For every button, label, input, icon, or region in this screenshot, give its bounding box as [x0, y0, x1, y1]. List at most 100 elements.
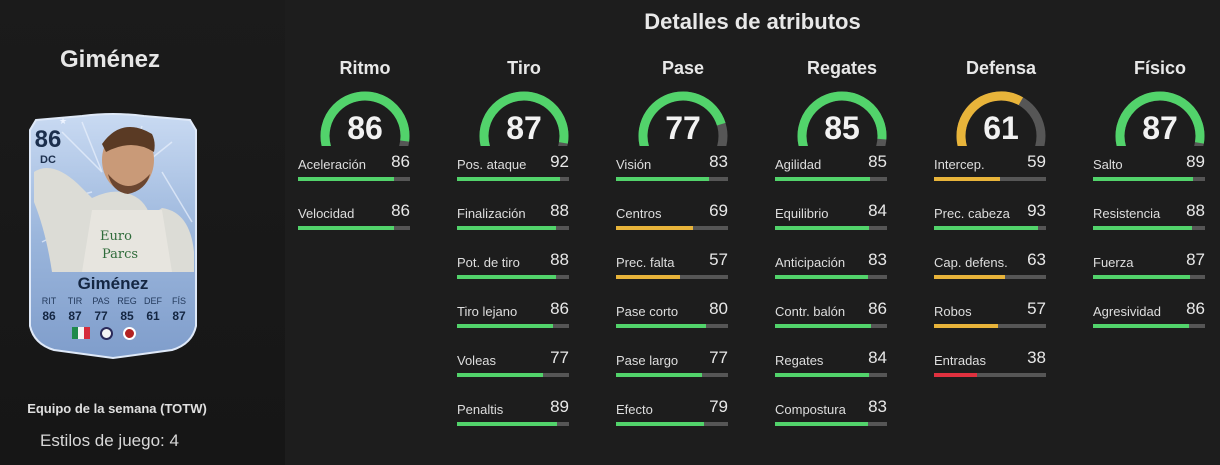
category-gauge: 87	[1110, 86, 1210, 146]
attribute-row: Anticipación 83	[775, 248, 887, 297]
card-stat-labels: RIT TIR PAS REG DEF FÍS	[36, 296, 192, 306]
attribute-value: 80	[709, 299, 728, 318]
gauge-fill	[638, 91, 726, 146]
attribute-value: 63	[1027, 250, 1046, 269]
attribute-row: Finalización 88	[457, 199, 569, 248]
attribute-name: Compostura	[775, 402, 846, 417]
attribute-bar	[1093, 275, 1205, 279]
attribute-bar	[1093, 177, 1205, 181]
attribute-name: Centros	[616, 206, 662, 221]
card-stat-label: TIR	[67, 296, 83, 306]
gauge-arc	[1115, 91, 1205, 146]
attribute-bar	[457, 177, 569, 181]
attribute-list: Agilidad 85 Equilibrio 84 Anticipación 83 Cont…	[767, 150, 917, 444]
player-card[interactable]: Euro Parcs ★ 86 DC Giménez RIT TIR PAS R…	[22, 112, 204, 360]
attribute-row: Pot. de tiro 88	[457, 248, 569, 297]
attribute-bar	[934, 324, 1046, 328]
attribute-value: 57	[709, 250, 728, 269]
category-gauge: 85	[792, 86, 892, 146]
attribute-value: 77	[550, 348, 569, 367]
attribute-row: Centros 69	[616, 199, 728, 248]
attribute-bar-fill	[934, 226, 1039, 230]
attribute-name: Efecto	[616, 402, 653, 417]
attribute-bar-fill	[457, 275, 556, 279]
star-icon: ★	[59, 116, 68, 126]
attribute-row: Regates 84	[775, 346, 887, 395]
attribute-bar	[616, 422, 728, 426]
attribute-bar	[775, 324, 887, 328]
attribute-bar-fill	[457, 324, 554, 328]
attribute-name: Contr. balón	[775, 304, 846, 319]
card-stat-value: 86	[42, 309, 56, 323]
attribute-row: Entradas 38	[934, 346, 1046, 395]
attribute-value: 93	[1027, 201, 1046, 220]
card-stat-value: 61	[146, 309, 160, 323]
attribute-value: 86	[391, 201, 410, 220]
gauge-fill	[797, 91, 887, 146]
attribute-value: 79	[709, 397, 728, 416]
attribute-row: Compostura 83	[775, 395, 887, 444]
category-rating: 87	[506, 110, 542, 146]
attribute-name: Finalización	[457, 206, 526, 221]
attribute-row: Voleas 77	[457, 346, 569, 395]
attribute-name: Regates	[775, 353, 824, 368]
attribute-bar	[298, 177, 410, 181]
attribute-row: Penaltis 89	[457, 395, 569, 444]
attribute-row: Agilidad 85	[775, 150, 887, 199]
attribute-bar-fill	[775, 226, 870, 230]
attribute-bar-fill	[298, 177, 395, 181]
card-stat-value: 87	[172, 309, 186, 323]
attribute-row: Resistencia 88	[1093, 199, 1205, 248]
attribute-bar-fill	[934, 177, 1001, 181]
attribute-value: 88	[550, 250, 569, 269]
attribute-value: 77	[709, 348, 728, 367]
attribute-value: 59	[1027, 152, 1046, 171]
svg-text:Euro: Euro	[100, 229, 132, 244]
card-position: DC	[40, 154, 56, 166]
attribute-bar-fill	[775, 324, 872, 328]
attribute-row: Equilibrio 84	[775, 199, 887, 248]
attribute-name: Prec. cabeza	[934, 206, 1010, 221]
attribute-bar	[934, 177, 1046, 181]
gauge-arc	[956, 91, 1046, 146]
attribute-row: Fuerza 87	[1093, 248, 1205, 297]
attribute-bar-fill	[934, 373, 977, 377]
attribute-name: Equilibrio	[775, 206, 829, 221]
attribute-row: Pase largo 77	[616, 346, 728, 395]
attribute-name: Anticipación	[775, 255, 846, 270]
attribute-name: Velocidad	[298, 206, 355, 221]
attribute-bar-fill	[775, 373, 870, 377]
attribute-bar	[616, 226, 728, 230]
attribute-value: 89	[1186, 152, 1205, 171]
attribute-value: 84	[868, 348, 887, 367]
attribute-bar-fill	[775, 422, 868, 426]
club-badge-icon	[123, 327, 136, 340]
attribute-bar	[775, 177, 887, 181]
card-stat-value: 85	[120, 309, 134, 323]
category-title: Pase	[661, 58, 705, 78]
attribute-name: Entradas	[934, 353, 987, 368]
card-stat-value: 77	[94, 309, 108, 323]
category-4: Defensa 61 Intercep. 59 Prec. cabeza 93 Cap. d…	[926, 58, 1076, 395]
gauge-arc	[638, 91, 728, 146]
svg-text:Parcs: Parcs	[102, 247, 138, 262]
attribute-bar-fill	[1093, 275, 1191, 279]
gauge-fill	[479, 91, 569, 146]
attribute-value: 88	[550, 201, 569, 220]
attribute-row: Pos. ataque 92	[457, 150, 569, 199]
category-rating: 77	[665, 110, 701, 146]
attribute-name: Fuerza	[1093, 255, 1134, 270]
attribute-name: Visión	[616, 157, 652, 172]
attribute-bar-fill	[616, 275, 680, 279]
attribute-bar-fill	[775, 275, 868, 279]
attribute-value: 57	[1027, 299, 1046, 318]
attribute-bar	[934, 275, 1046, 279]
attribute-name: Robos	[934, 304, 972, 319]
attribute-list: Visión 83 Centros 69 Prec. falta 57 Pase corto…	[608, 150, 758, 444]
gauge-fill	[956, 91, 1024, 146]
attribute-bar	[934, 226, 1046, 230]
card-stat-label: RIT	[41, 296, 57, 306]
category-2: Pase 77 Visión 83 Centros 69 Prec. falta 57 Pase…	[608, 58, 758, 444]
attribute-list: Pos. ataque 92 Finalización 88 Pot. de tiro 8…	[449, 150, 599, 444]
attribute-bar-fill	[1093, 226, 1192, 230]
